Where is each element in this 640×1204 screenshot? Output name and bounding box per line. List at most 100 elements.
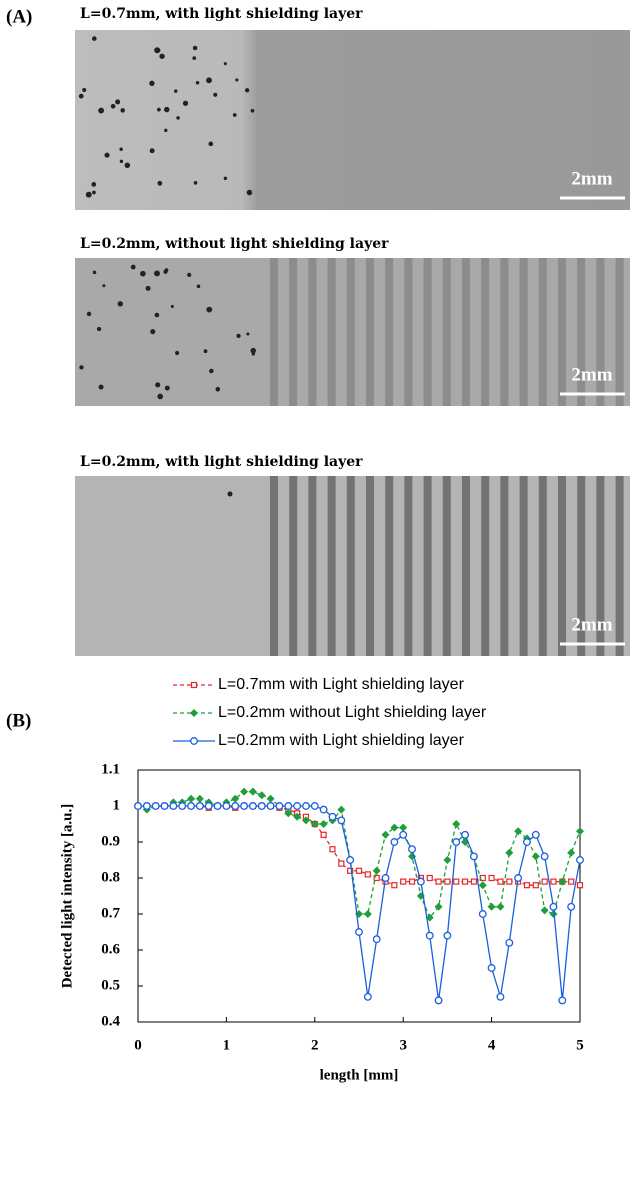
- data-point: [266, 794, 275, 803]
- stripe: [308, 476, 317, 656]
- particle: [163, 269, 168, 274]
- data-point: [435, 878, 442, 885]
- particle: [149, 80, 155, 87]
- data-point: [531, 830, 540, 839]
- scale-label: 2mm: [571, 614, 612, 635]
- particle: [251, 352, 256, 356]
- data-point: [390, 823, 399, 832]
- data-point: [293, 802, 302, 810]
- particle: [156, 107, 161, 112]
- data-point: [195, 802, 204, 810]
- stripe: [500, 258, 509, 406]
- stripe: [558, 258, 566, 406]
- data-point: [532, 882, 539, 889]
- particle: [154, 47, 161, 54]
- particle: [232, 113, 237, 117]
- stripe: [289, 476, 298, 656]
- particle: [192, 45, 198, 51]
- data-point: [337, 805, 346, 814]
- particle: [117, 301, 123, 307]
- data-point: [478, 881, 487, 890]
- particle: [244, 88, 250, 93]
- y-tick-label: 0.9: [101, 833, 120, 849]
- micrograph: [75, 30, 630, 210]
- particle: [124, 162, 131, 169]
- data-point: [347, 867, 354, 874]
- data-point: [151, 802, 160, 810]
- image-caption: L=0.2mm, with light shielding layer: [80, 454, 363, 470]
- data-point: [240, 802, 249, 810]
- particle: [223, 176, 228, 181]
- particle: [140, 270, 146, 277]
- data-point: [231, 802, 240, 810]
- data-point: [293, 812, 302, 821]
- data-point: [390, 838, 399, 846]
- data-point: [549, 910, 558, 918]
- particle: [206, 306, 213, 313]
- data-point: [496, 992, 505, 1001]
- particle: [195, 80, 200, 85]
- particle: [227, 491, 233, 497]
- data-point: [310, 802, 319, 810]
- data-point: [478, 910, 487, 918]
- particle: [91, 182, 97, 187]
- stripe: [442, 258, 451, 406]
- data-point: [505, 938, 514, 947]
- particle: [159, 53, 165, 59]
- data-point: [514, 874, 523, 882]
- data-point: [338, 860, 345, 867]
- particle: [86, 311, 92, 317]
- data-point: [488, 874, 495, 882]
- scale-label: 2mm: [571, 364, 612, 385]
- data-point: [355, 867, 363, 874]
- data-point: [363, 992, 372, 1001]
- legend-label: L=0.2mm with Light shielding layer: [218, 732, 465, 749]
- particle: [175, 350, 180, 356]
- data-point: [284, 802, 293, 810]
- data-point: [134, 802, 142, 810]
- data-point: [469, 852, 478, 861]
- data-point: [240, 787, 249, 796]
- data-point: [257, 791, 266, 800]
- image-caption: L=0.2mm, without light shielding layer: [80, 236, 389, 252]
- data-point: [399, 823, 408, 832]
- data-point: [567, 848, 576, 857]
- data-point: [329, 846, 336, 853]
- particle: [213, 92, 218, 97]
- stripe: [308, 258, 317, 406]
- data-point: [444, 878, 451, 885]
- data-point: [568, 878, 575, 885]
- particle: [206, 77, 212, 84]
- data-point: [514, 827, 523, 836]
- particle: [182, 100, 189, 106]
- particle: [164, 128, 168, 133]
- stripe: [462, 476, 470, 656]
- data-point: [391, 882, 398, 889]
- data-point: [363, 910, 372, 918]
- particle: [192, 56, 197, 60]
- data-point: [187, 794, 196, 803]
- data-point: [505, 848, 514, 857]
- x-tick-label: 3: [399, 1037, 407, 1053]
- panel-label: (B): [6, 710, 31, 731]
- stripe: [385, 476, 394, 656]
- particle: [250, 108, 255, 113]
- y-tick-label: 0.4: [101, 1013, 120, 1029]
- stripe: [519, 476, 528, 656]
- stripe: [538, 258, 547, 406]
- data-point: [523, 882, 531, 889]
- scale-label: 2mm: [571, 168, 612, 189]
- stripe: [327, 258, 336, 406]
- plot-frame: [137, 769, 581, 1023]
- data-point: [372, 866, 381, 875]
- stripe: [596, 258, 605, 406]
- y-tick-label: 1.1: [101, 761, 120, 777]
- particle: [154, 270, 161, 277]
- particle: [196, 284, 201, 289]
- stripe: [500, 476, 509, 656]
- stripe: [481, 258, 490, 406]
- data-point: [487, 902, 496, 911]
- particle: [115, 99, 121, 105]
